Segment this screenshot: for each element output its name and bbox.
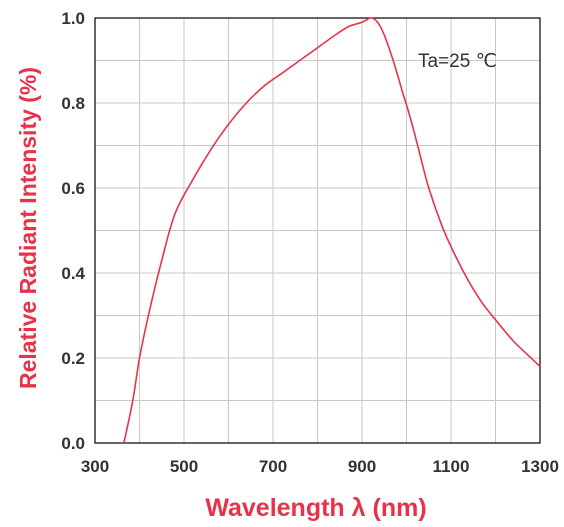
x-tick-label: 300 [81,457,109,476]
x-tick-label: 500 [170,457,198,476]
x-tick-label: 1100 [433,457,470,476]
y-tick-label: 0.4 [61,264,85,283]
y-tick-label: 0.8 [61,94,85,113]
y-tick-label: 1.0 [61,9,85,28]
x-axis-label: Wavelength λ (nm) [205,494,426,522]
plot-frame [94,17,541,444]
x-tick-label: 900 [348,457,376,476]
y-tick-label: 0.0 [61,434,85,453]
x-tick-label: 1300 [521,457,559,476]
y-tick-label: 0.6 [61,179,85,198]
series-layer [123,17,541,444]
y-tick-label: 0.2 [61,349,85,368]
spectral-curve-line [123,17,541,444]
x-tick-label: 700 [259,457,287,476]
y-tick-labels: 0.0 0.2 0.4 0.6 0.8 1.0 [61,9,85,453]
x-tick-labels: 300 500 700 900 1100 1300 [81,457,559,476]
temperature-annotation: Ta=25 ℃ [418,51,497,72]
y-axis-label: Relative Radiant Intensity (%) [15,67,41,389]
